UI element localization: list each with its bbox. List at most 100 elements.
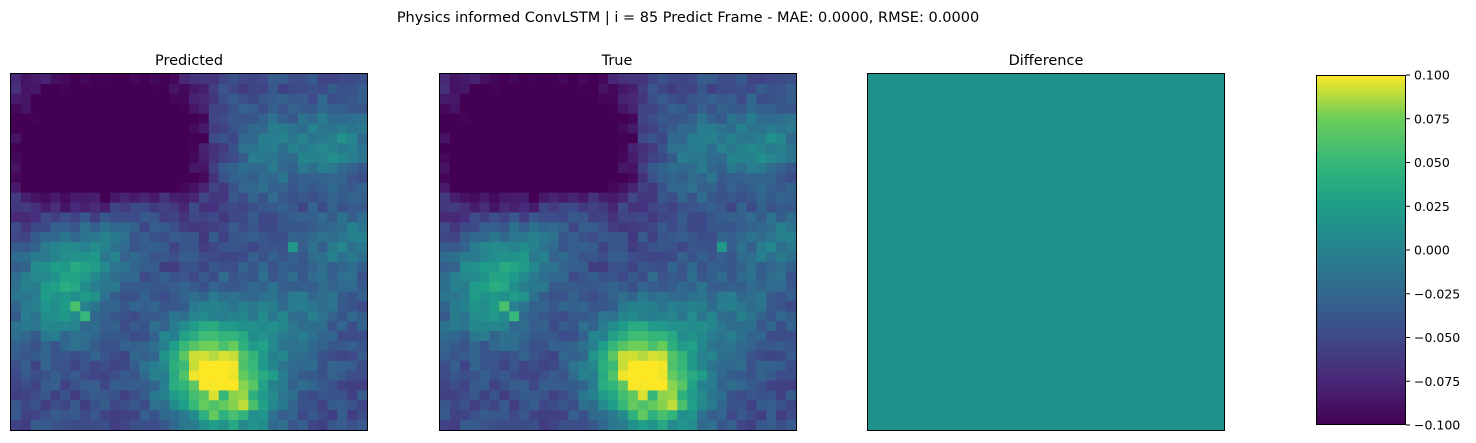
true-cell — [647, 341, 658, 352]
true-cell — [608, 93, 619, 105]
true-cell — [697, 380, 708, 391]
true-cell — [746, 360, 757, 372]
true-cell — [519, 420, 530, 431]
true-cell — [449, 103, 461, 114]
predicted-cell — [218, 311, 229, 322]
true-cell — [746, 103, 757, 114]
predicted-cell — [129, 103, 140, 114]
predicted-cell — [179, 143, 190, 154]
true-cell — [766, 153, 777, 164]
predicted-cell — [30, 271, 42, 283]
true-cell — [469, 232, 480, 243]
true-cell — [459, 182, 471, 194]
predicted-cell — [60, 301, 71, 312]
true-cell — [588, 143, 599, 154]
predicted-cell — [149, 311, 160, 322]
true-cell — [469, 74, 480, 85]
true-cell — [677, 212, 688, 223]
predicted-cell — [119, 410, 131, 421]
predicted-cell — [208, 222, 220, 233]
true-cell — [647, 192, 658, 203]
predicted-cell — [119, 212, 131, 223]
predicted-cell — [228, 360, 239, 372]
true-cell — [459, 281, 471, 292]
predicted-cell — [50, 390, 61, 401]
true-cell — [677, 242, 688, 253]
true-cell — [647, 222, 658, 233]
predicted-cell — [189, 222, 200, 233]
predicted-cell — [11, 103, 22, 114]
true-cell — [736, 74, 747, 85]
predicted-cell — [149, 242, 160, 253]
true-cell — [716, 133, 728, 144]
true-cell — [548, 133, 560, 144]
predicted-cell — [169, 311, 180, 322]
true-cell — [697, 281, 708, 292]
true-cell — [578, 192, 589, 203]
predicted-cell — [208, 360, 220, 372]
true-cell — [548, 360, 560, 372]
true-cell — [489, 360, 500, 372]
predicted-cell — [307, 242, 318, 253]
predicted-cell — [100, 331, 111, 342]
true-cell — [608, 311, 619, 322]
predicted-cell — [208, 321, 220, 332]
predicted-cell — [248, 83, 259, 95]
predicted-cell — [80, 331, 91, 342]
true-cell — [519, 271, 530, 283]
predicted-cell — [80, 291, 91, 302]
predicted-cell — [189, 321, 200, 332]
predicted-cell — [228, 83, 239, 95]
true-cell — [459, 212, 471, 223]
true-cell — [509, 212, 520, 223]
predicted-cell — [149, 271, 160, 283]
predicted-cell — [50, 331, 61, 342]
predicted-cell — [90, 281, 101, 292]
true-cell — [786, 380, 797, 391]
true-cell — [509, 370, 520, 381]
predicted-cell — [307, 321, 318, 332]
predicted-cell — [347, 261, 358, 273]
predicted-cell — [90, 202, 101, 213]
predicted-cell — [129, 153, 140, 164]
predicted-cell — [109, 103, 121, 114]
predicted-cell — [149, 143, 160, 154]
predicted-cell — [248, 261, 259, 273]
predicted-cell — [258, 252, 269, 263]
predicted-cell — [189, 172, 200, 184]
true-cell — [756, 212, 767, 223]
colorbar: 0.1000.0750.0500.0250.000−0.025−0.050−0.… — [1316, 68, 1460, 433]
predicted-cell — [109, 123, 121, 134]
predicted-cell — [149, 301, 160, 312]
predicted-cell — [149, 212, 160, 223]
true-cell — [469, 182, 480, 194]
predicted-cell — [30, 380, 42, 391]
true-cell — [489, 341, 500, 352]
true-cell — [637, 400, 649, 411]
true-cell — [568, 321, 579, 332]
predicted-cell — [109, 83, 121, 95]
true-cell — [677, 222, 688, 233]
predicted-cell — [129, 192, 140, 203]
predicted-cell — [149, 153, 160, 164]
predicted-cell — [238, 242, 249, 253]
predicted-cell — [198, 143, 210, 154]
predicted-cell — [40, 74, 51, 85]
true-cell — [558, 420, 569, 431]
true-cell — [509, 143, 520, 154]
true-cell — [618, 321, 629, 332]
predicted-cell — [119, 143, 131, 154]
predicted-cell — [169, 420, 180, 431]
predicted-cell — [248, 410, 259, 421]
predicted-cell — [198, 113, 210, 124]
true-cell — [618, 261, 629, 273]
true-cell — [449, 83, 461, 95]
true-cell — [479, 212, 490, 223]
predicted-cell — [208, 202, 220, 213]
predicted-cell — [169, 192, 180, 203]
predicted-cell — [109, 172, 121, 184]
predicted-cell — [347, 321, 358, 332]
predicted-cell — [11, 252, 22, 263]
predicted-cell — [327, 390, 338, 401]
predicted-cell — [238, 252, 249, 263]
